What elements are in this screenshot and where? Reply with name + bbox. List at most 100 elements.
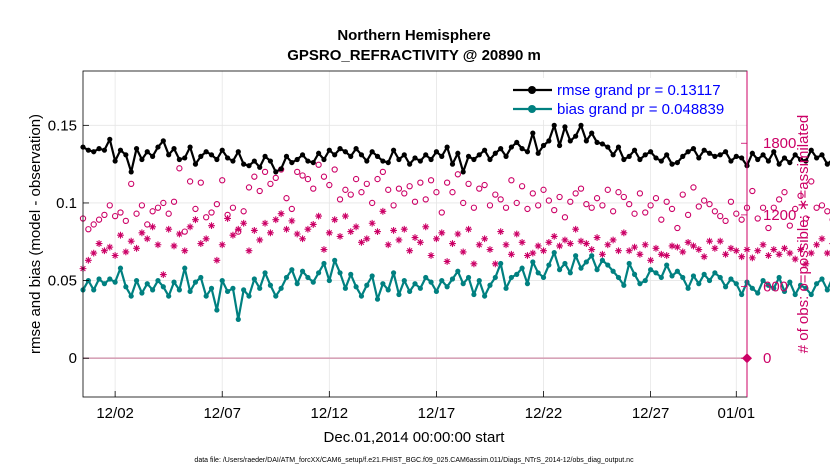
possible-obs-point [609, 208, 617, 215]
assimilated-obs-point [250, 227, 258, 234]
possible-obs-point [588, 204, 595, 211]
rmse-point [803, 158, 809, 164]
bias-point [674, 268, 680, 274]
possible-obs-point [658, 216, 665, 223]
rmse-point [299, 152, 306, 158]
rmse-point [626, 153, 632, 159]
rmse-point [583, 138, 589, 144]
rmse-point [139, 156, 145, 163]
bias-point [680, 274, 686, 281]
chart-subtitle: GPSRO_REFRACTIVITY @ 20890 m [287, 47, 541, 64]
rmse-point [369, 149, 375, 155]
assimilated-obs-point [95, 240, 103, 247]
rmse-point [305, 158, 311, 164]
rmse-point [144, 149, 150, 155]
assimilated-obs-point [192, 216, 199, 224]
bias-point [487, 282, 493, 288]
bias-point [241, 287, 247, 293]
possible-obs-point [454, 171, 461, 178]
possible-obs-point [486, 202, 494, 209]
x-axis-label: Dec.01,2014 00:00:00 start [324, 429, 506, 446]
assimilated-obs-point [395, 236, 403, 244]
bias-point [219, 277, 225, 284]
bias-point [390, 270, 397, 276]
assimilated-obs-point [197, 240, 205, 247]
assimilated-obs-point [170, 242, 178, 250]
possible-obs-point [792, 205, 799, 213]
bias-point [283, 274, 290, 281]
bias-point [658, 274, 664, 281]
rmse-point [739, 155, 745, 161]
bias-point [123, 284, 129, 290]
possible-obs-point [128, 180, 135, 187]
assimilated-obs-point [566, 240, 574, 247]
possible-obs-point [385, 186, 392, 193]
rmse-point [160, 138, 166, 144]
assimilated-obs-point [352, 223, 360, 231]
rmse-point [648, 149, 654, 155]
bias-point [176, 287, 182, 293]
x-tick-label: 12/22 [525, 405, 563, 422]
assimilated-obs-point [518, 238, 526, 246]
bias-point [599, 257, 606, 263]
rmse-point [530, 130, 536, 136]
possible-obs-point [497, 196, 504, 203]
assimilated-obs-point [615, 247, 622, 255]
bias-point [396, 291, 402, 298]
assimilated-obs-point [288, 217, 296, 225]
legend-box [510, 78, 743, 120]
assimilated-obs-point [497, 228, 505, 236]
assimilated-obs-point [422, 223, 430, 231]
bias-point [556, 267, 563, 273]
bias-point [326, 277, 332, 284]
assimilated-obs-point [154, 241, 162, 249]
rmse-point [337, 146, 343, 152]
possible-obs-point [583, 200, 590, 208]
rmse-point [524, 149, 531, 155]
rmse-point [283, 153, 290, 159]
bias-point [101, 281, 108, 287]
assimilated-obs-point [786, 249, 794, 257]
bias-point [562, 260, 568, 267]
bias-point [278, 285, 284, 291]
rmse-point [776, 161, 782, 167]
rmse-point [278, 166, 284, 172]
possible-obs-point [647, 202, 654, 209]
possible-obs-point [518, 183, 526, 190]
rmse-point [535, 150, 541, 156]
bias-point [96, 276, 102, 282]
rmse-point [380, 158, 386, 164]
possible-obs-point [245, 184, 253, 191]
bias-point [792, 291, 798, 298]
assimilated-obs-point [486, 246, 494, 253]
possible-obs-point [572, 190, 579, 197]
possible-obs-point [149, 208, 156, 215]
assimilated-obs-point [277, 210, 285, 218]
possible-obs-point [144, 221, 151, 228]
assimilated-obs-point [711, 244, 719, 252]
bias-point [235, 316, 241, 322]
bias-point [139, 290, 145, 296]
bias-point [503, 285, 509, 291]
bias-point [369, 273, 375, 279]
y-tick-label-left: 0.1 [56, 195, 77, 212]
assimilated-obs-point [668, 242, 676, 250]
rmse-point [765, 158, 772, 164]
rmse-point [771, 149, 777, 155]
assimilated-obs-point [604, 241, 612, 249]
rmse-point [519, 146, 525, 152]
bias-point [171, 279, 177, 285]
possible-obs-point [326, 181, 333, 189]
assimilated-obs-point [781, 244, 788, 252]
assimilated-obs-point [625, 247, 633, 255]
bias-point [653, 270, 659, 276]
possible-obs-point [352, 175, 360, 183]
bias-point [385, 287, 391, 293]
assimilated-obs-point [748, 254, 756, 262]
possible-obs-point [379, 168, 387, 176]
assimilated-obs-point [550, 232, 558, 240]
rmse-point [814, 155, 820, 161]
assimilated-obs-point [406, 247, 414, 255]
assimilated-obs-point [631, 243, 638, 251]
rmse-point [621, 156, 627, 163]
